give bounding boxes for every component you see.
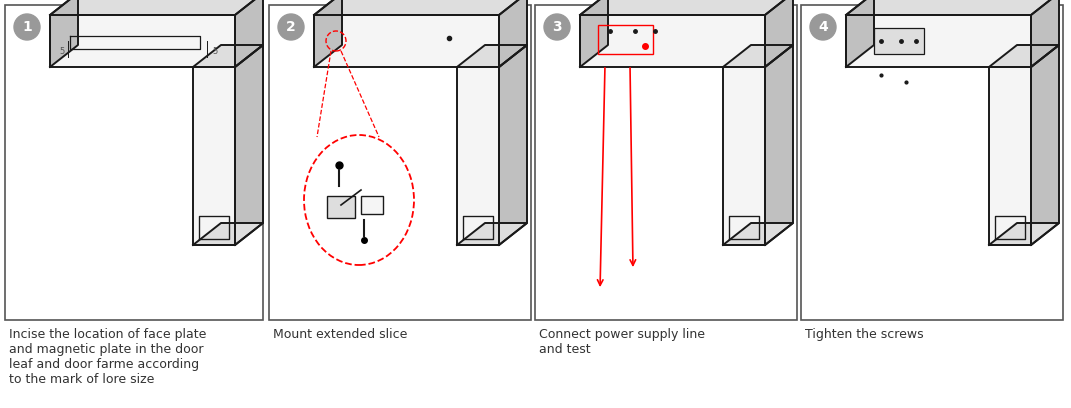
Polygon shape <box>457 223 527 245</box>
Polygon shape <box>580 0 793 15</box>
Text: 2: 2 <box>286 20 296 34</box>
Polygon shape <box>1031 45 1059 245</box>
Text: 3: 3 <box>553 20 562 34</box>
Polygon shape <box>723 67 765 245</box>
Bar <box>598 25 653 54</box>
Text: Mount extended slice: Mount extended slice <box>273 328 407 341</box>
Polygon shape <box>50 15 235 67</box>
Bar <box>536 5 797 320</box>
Text: 4: 4 <box>818 20 828 34</box>
Polygon shape <box>846 15 1031 67</box>
Polygon shape <box>457 45 527 67</box>
Polygon shape <box>193 67 235 245</box>
Polygon shape <box>989 67 1031 245</box>
Polygon shape <box>723 45 793 67</box>
Polygon shape <box>989 223 1059 245</box>
Circle shape <box>278 14 304 40</box>
Polygon shape <box>50 0 78 67</box>
Text: Connect power supply line
and test: Connect power supply line and test <box>539 328 705 356</box>
Polygon shape <box>580 0 608 67</box>
Polygon shape <box>846 0 1059 15</box>
Text: 5: 5 <box>212 47 217 56</box>
Polygon shape <box>765 0 793 67</box>
Polygon shape <box>50 0 263 15</box>
Circle shape <box>14 14 40 40</box>
Text: Tighten the screws: Tighten the screws <box>805 328 923 341</box>
Polygon shape <box>765 45 793 245</box>
Polygon shape <box>989 45 1059 67</box>
Polygon shape <box>723 223 793 245</box>
Polygon shape <box>314 15 499 67</box>
Circle shape <box>544 14 570 40</box>
Polygon shape <box>193 223 263 245</box>
Polygon shape <box>235 0 263 67</box>
Bar <box>269 5 531 320</box>
Text: 1: 1 <box>22 20 32 34</box>
Polygon shape <box>499 45 527 245</box>
Polygon shape <box>235 45 263 245</box>
Text: Incise the location of face plate
and magnetic plate in the door
leaf and door f: Incise the location of face plate and ma… <box>9 328 207 386</box>
Bar <box>5 5 263 320</box>
Circle shape <box>810 14 836 40</box>
Polygon shape <box>314 0 342 67</box>
Text: 5: 5 <box>59 47 64 56</box>
Polygon shape <box>457 67 499 245</box>
Polygon shape <box>846 0 874 67</box>
Polygon shape <box>499 0 527 67</box>
Bar <box>361 196 383 214</box>
Bar <box>874 28 924 54</box>
Polygon shape <box>193 45 263 67</box>
Polygon shape <box>580 15 765 67</box>
Bar <box>327 196 355 218</box>
Polygon shape <box>1031 0 1059 67</box>
Polygon shape <box>314 0 527 15</box>
Bar <box>801 5 1064 320</box>
